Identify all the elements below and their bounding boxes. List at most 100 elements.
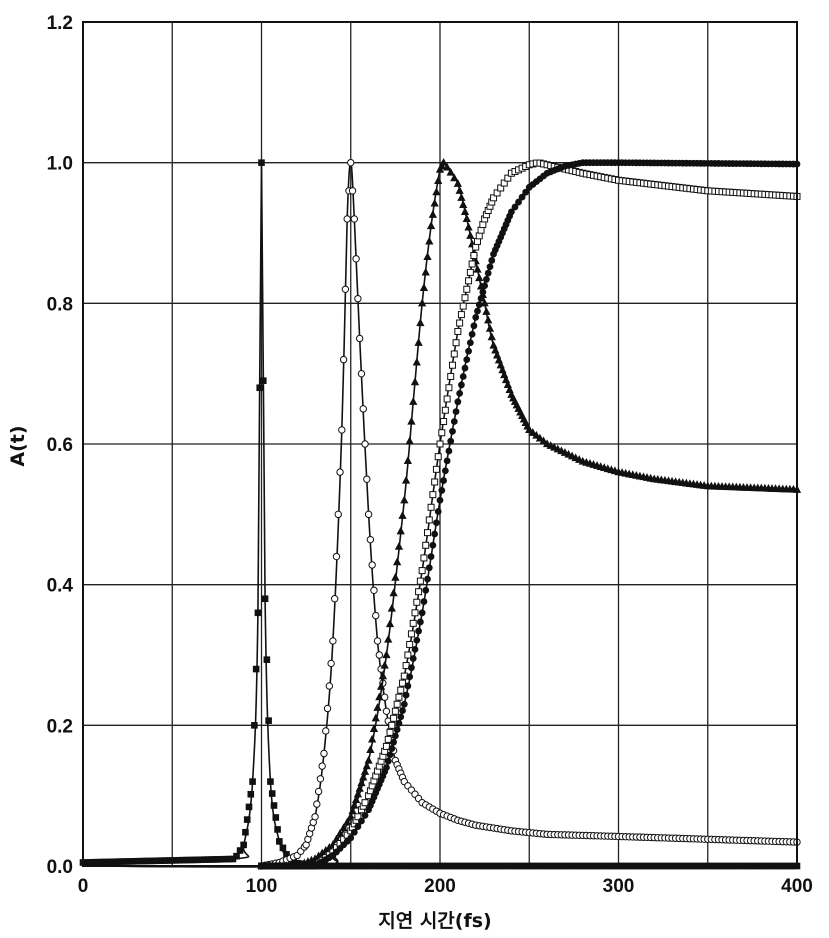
data-point — [409, 397, 418, 405]
data-point — [447, 437, 455, 445]
data-point — [479, 288, 487, 296]
data-point — [323, 704, 332, 713]
data-point — [366, 535, 375, 544]
data-point — [268, 790, 276, 797]
series-open-circle — [82, 158, 801, 870]
data-point — [347, 158, 355, 167]
data-point — [373, 637, 382, 645]
data-point — [373, 703, 382, 711]
data-point — [346, 812, 355, 820]
data-point — [449, 427, 456, 435]
data-point — [470, 252, 478, 260]
data-point — [375, 692, 384, 701]
data-point — [254, 609, 262, 617]
data-point — [249, 778, 256, 785]
data-point — [488, 257, 496, 264]
data-point — [350, 800, 359, 809]
data-point — [382, 707, 391, 715]
data-point — [443, 395, 451, 403]
data-point — [490, 194, 498, 202]
data-point — [470, 322, 478, 330]
data-point — [431, 530, 439, 538]
data-point — [400, 700, 408, 708]
data-point — [243, 816, 251, 823]
data-point — [420, 598, 428, 605]
data-point — [484, 269, 492, 277]
data-point — [452, 408, 460, 416]
data-point — [477, 226, 485, 234]
data-point — [388, 721, 396, 729]
data-point — [361, 440, 369, 448]
data-point — [450, 173, 459, 182]
data-point — [515, 198, 522, 206]
data-point — [429, 541, 437, 549]
data-point — [525, 425, 534, 434]
data-point — [457, 193, 466, 201]
data-point — [461, 364, 469, 372]
x-tick-labels: 0 100 200 300 400 — [78, 876, 813, 897]
data-point — [329, 637, 337, 645]
data-point — [426, 221, 436, 230]
data-point — [429, 491, 437, 499]
data-point — [376, 681, 386, 690]
data-point — [371, 713, 380, 722]
data-point — [473, 237, 481, 245]
data-point — [459, 200, 468, 208]
data-point — [425, 516, 433, 524]
data-point — [330, 595, 339, 603]
data-point — [335, 828, 345, 837]
data-point — [313, 800, 321, 808]
data-point — [265, 717, 272, 724]
data-point — [385, 619, 395, 628]
data-point — [372, 611, 380, 620]
data-point — [419, 283, 429, 291]
data-point — [424, 575, 431, 583]
data-point — [434, 508, 442, 515]
data-point — [461, 294, 469, 302]
data-point — [428, 210, 437, 218]
data-point — [272, 814, 280, 821]
data-point — [459, 373, 467, 380]
data-point — [343, 817, 352, 826]
data-point — [440, 417, 448, 425]
data-point — [420, 554, 428, 562]
data-point — [274, 826, 281, 833]
data-point — [493, 189, 501, 197]
data-point — [468, 330, 476, 338]
data-point — [267, 778, 274, 785]
y-axis-title: A(t) — [7, 425, 29, 466]
data-point — [415, 627, 422, 635]
data-point — [405, 436, 414, 445]
data-point — [318, 762, 326, 770]
data-point — [388, 745, 396, 752]
data-point — [354, 823, 362, 831]
data-point — [445, 447, 453, 455]
data-point — [316, 775, 325, 783]
data-point — [528, 428, 537, 436]
data-point — [355, 783, 364, 792]
data-point — [441, 406, 449, 414]
data-point — [518, 193, 526, 201]
data-point — [466, 268, 474, 276]
data-point — [404, 682, 412, 690]
data-point — [279, 844, 287, 852]
data-point — [462, 214, 471, 223]
data-point — [390, 738, 397, 746]
y-tick-labels: 0.0 0.2 0.4 0.6 0.8 1.0 1.2 — [47, 13, 74, 878]
data-point — [497, 184, 505, 192]
data-point — [397, 686, 405, 694]
y-tick-label: 0.2 — [47, 716, 73, 737]
data-point — [460, 207, 470, 215]
data-point — [242, 828, 249, 836]
data-point — [398, 511, 407, 519]
data-point — [487, 332, 496, 341]
data-point — [486, 263, 494, 271]
data-point — [332, 552, 341, 561]
data-point — [402, 691, 410, 699]
data-point — [409, 655, 417, 662]
data-point — [397, 713, 405, 721]
data-point — [320, 749, 328, 758]
data-point — [475, 273, 484, 282]
data-point — [386, 751, 394, 759]
